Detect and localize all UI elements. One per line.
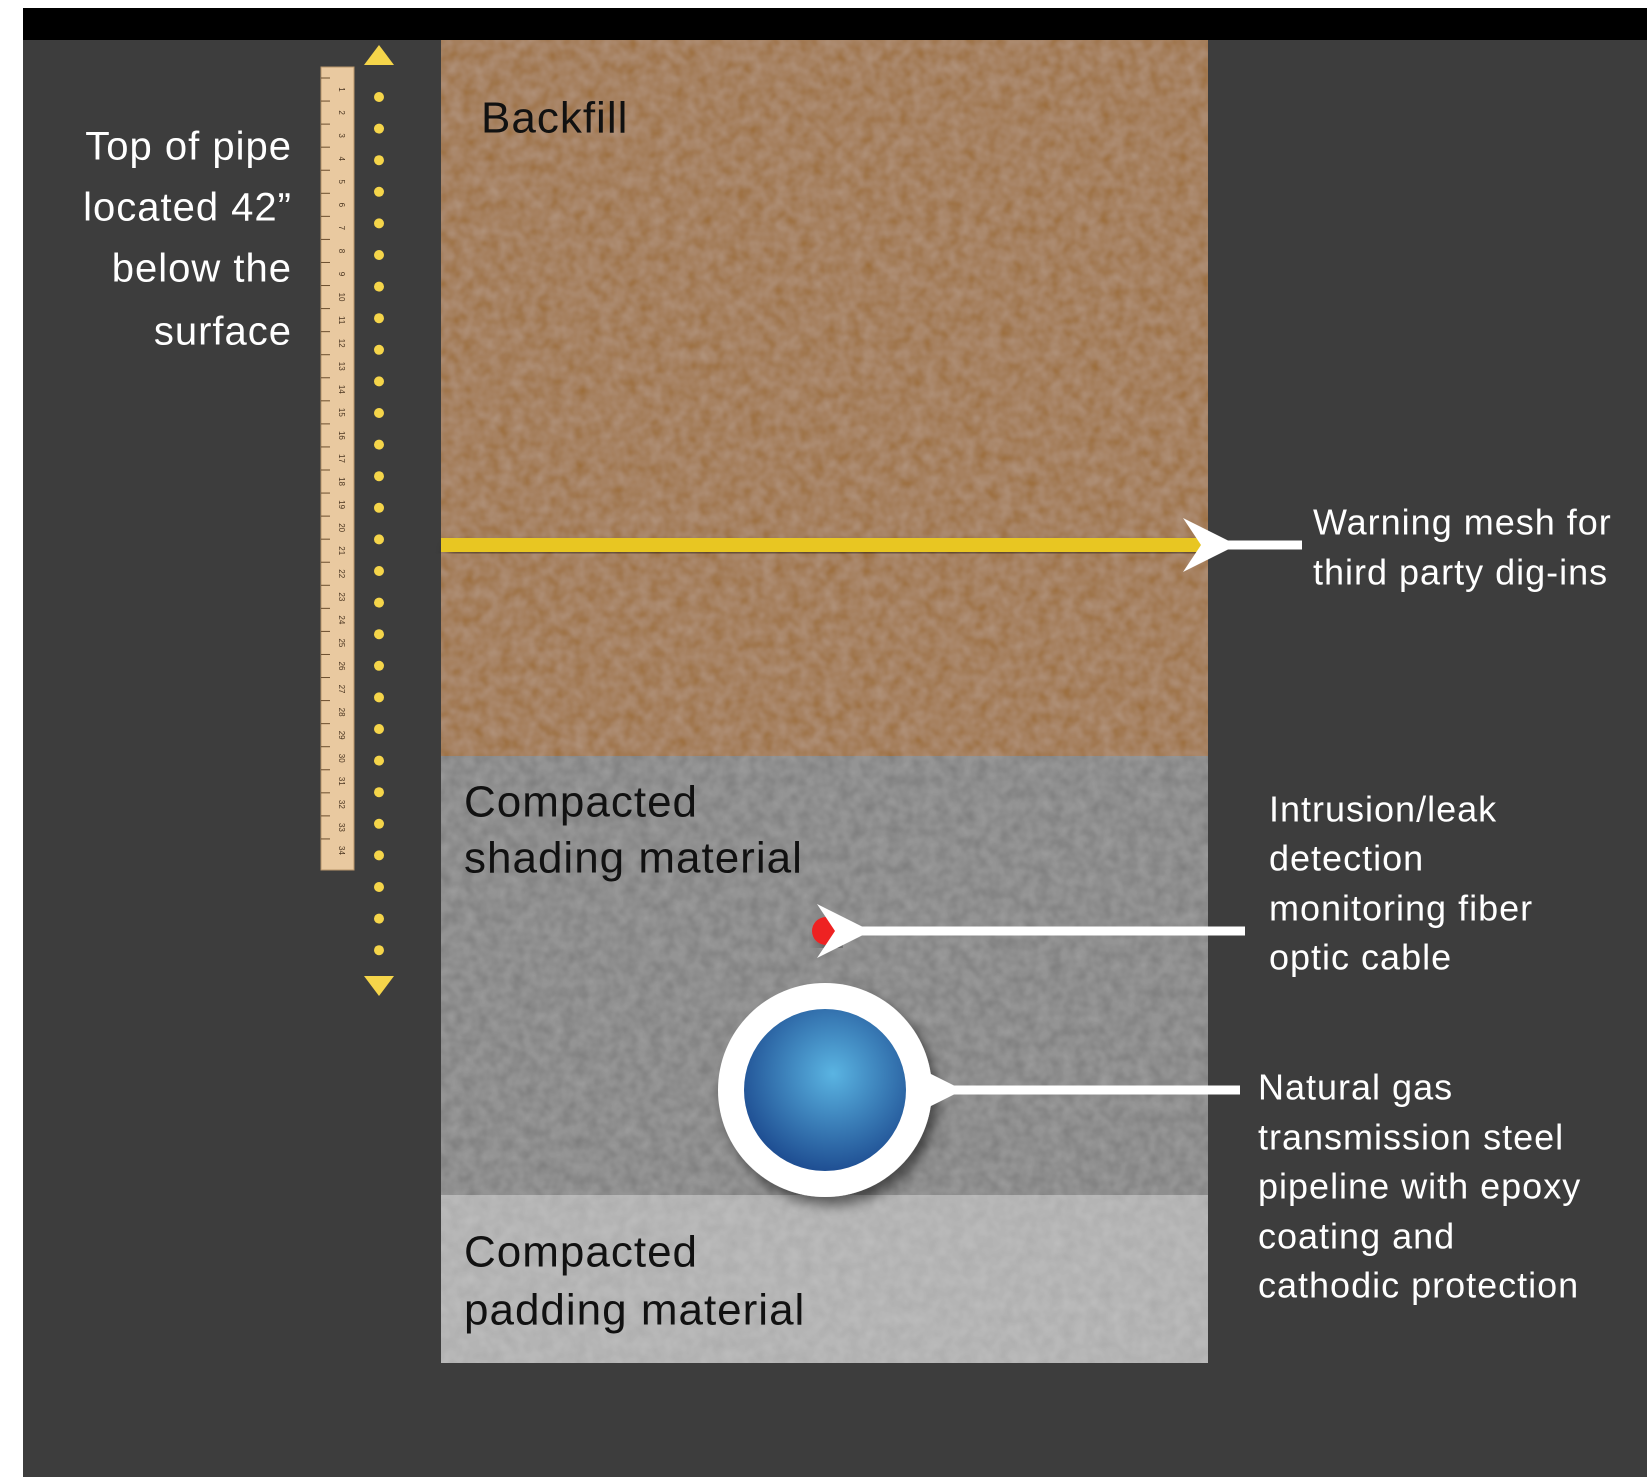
depth-note: Top of pipe [85, 125, 292, 169]
ruler-number: 17 [337, 454, 346, 463]
ruler-number: 10 [337, 293, 346, 302]
dot [374, 123, 384, 134]
warning-mesh [441, 538, 1202, 552]
dot [374, 502, 384, 513]
callout: third party dig-ins [1313, 552, 1608, 593]
layer-label: Backfill [481, 94, 628, 143]
ruler-number: 26 [337, 662, 346, 671]
layer-label: shading material [464, 834, 803, 883]
dot [374, 250, 384, 260]
layer-label: Compacted [464, 1228, 698, 1277]
dot [374, 787, 384, 798]
backfill-layer [441, 40, 1208, 756]
ruler-number: 24 [337, 615, 346, 624]
callout: transmission steel [1258, 1117, 1564, 1158]
ruler-number: 18 [337, 477, 346, 486]
depth-note: located 42” [83, 186, 292, 230]
ruler-number: 14 [337, 385, 346, 394]
ruler-number: 34 [337, 846, 346, 855]
ruler-number: 23 [337, 592, 346, 601]
padding-layer [441, 1195, 1208, 1363]
ruler-number: 28 [337, 708, 346, 717]
ruler-number: 4 [337, 156, 346, 161]
ruler-number: 25 [337, 638, 346, 647]
depth-note: surface [154, 310, 292, 354]
ruler-number: 16 [337, 431, 346, 440]
ruler-number: 20 [337, 523, 346, 532]
dot [374, 534, 384, 545]
ruler-number: 22 [337, 569, 346, 578]
callout: Warning mesh for [1313, 502, 1612, 543]
dot [374, 850, 384, 861]
layer-label: padding material [464, 1286, 805, 1335]
ruler [320, 66, 355, 871]
dot [374, 376, 384, 387]
callout: pipeline with epoxy [1258, 1166, 1581, 1207]
dot [374, 913, 384, 924]
dot [374, 724, 384, 734]
dot [374, 818, 384, 829]
dot [374, 313, 384, 324]
ruler-number: 1 [337, 87, 346, 92]
dot [374, 945, 384, 956]
layer-label: Compacted [464, 778, 698, 827]
dot [374, 344, 384, 355]
dot [374, 692, 384, 703]
dot [374, 471, 384, 482]
dot [374, 155, 384, 166]
ruler-number: 5 [337, 180, 346, 185]
dot [374, 566, 384, 576]
depth-indicator [364, 45, 394, 996]
ruler-number: 15 [337, 408, 346, 417]
depth-note: below the [112, 247, 292, 291]
arrows [817, 518, 1302, 1117]
dot [374, 660, 384, 671]
dot [374, 755, 384, 766]
ruler-number: 3 [337, 133, 346, 138]
top-bar [23, 8, 1647, 40]
ruler-number: 2 [337, 110, 346, 115]
dot [374, 218, 384, 229]
dot [374, 281, 384, 292]
ruler-number: 30 [337, 754, 346, 763]
ruler-number: 21 [337, 546, 346, 555]
callout: optic cable [1269, 937, 1452, 978]
ruler-number: 6 [337, 203, 346, 208]
callout: cathodic protection [1258, 1265, 1579, 1306]
callout: coating and [1258, 1216, 1455, 1257]
dot [374, 629, 384, 640]
callout: detection [1269, 838, 1424, 879]
ruler-number: 9 [337, 272, 346, 277]
ruler-number: 29 [337, 731, 346, 740]
ruler-number: 32 [337, 800, 346, 809]
ruler-number: 33 [337, 823, 346, 832]
dot [374, 186, 384, 197]
arrow-up [364, 45, 394, 65]
ruler-number: 13 [337, 362, 346, 371]
pipe [744, 1009, 906, 1171]
callout: Intrusion/leak [1269, 789, 1497, 830]
dot [374, 439, 384, 450]
ruler-number: 31 [337, 777, 346, 786]
ruler-number: 11 [337, 316, 346, 325]
fiber-cable [812, 917, 840, 945]
ruler-number: 12 [337, 339, 346, 348]
dot [374, 882, 384, 892]
ruler-number: 19 [337, 500, 346, 509]
dot [374, 408, 384, 418]
ruler-number: 27 [337, 685, 346, 694]
arrow-down [364, 976, 394, 996]
dot [374, 597, 384, 608]
ruler-number: 8 [337, 249, 346, 254]
callout: Natural gas [1258, 1067, 1453, 1108]
callout: monitoring fiber [1269, 888, 1533, 929]
dot [374, 92, 384, 102]
ruler-number: 7 [337, 226, 346, 231]
